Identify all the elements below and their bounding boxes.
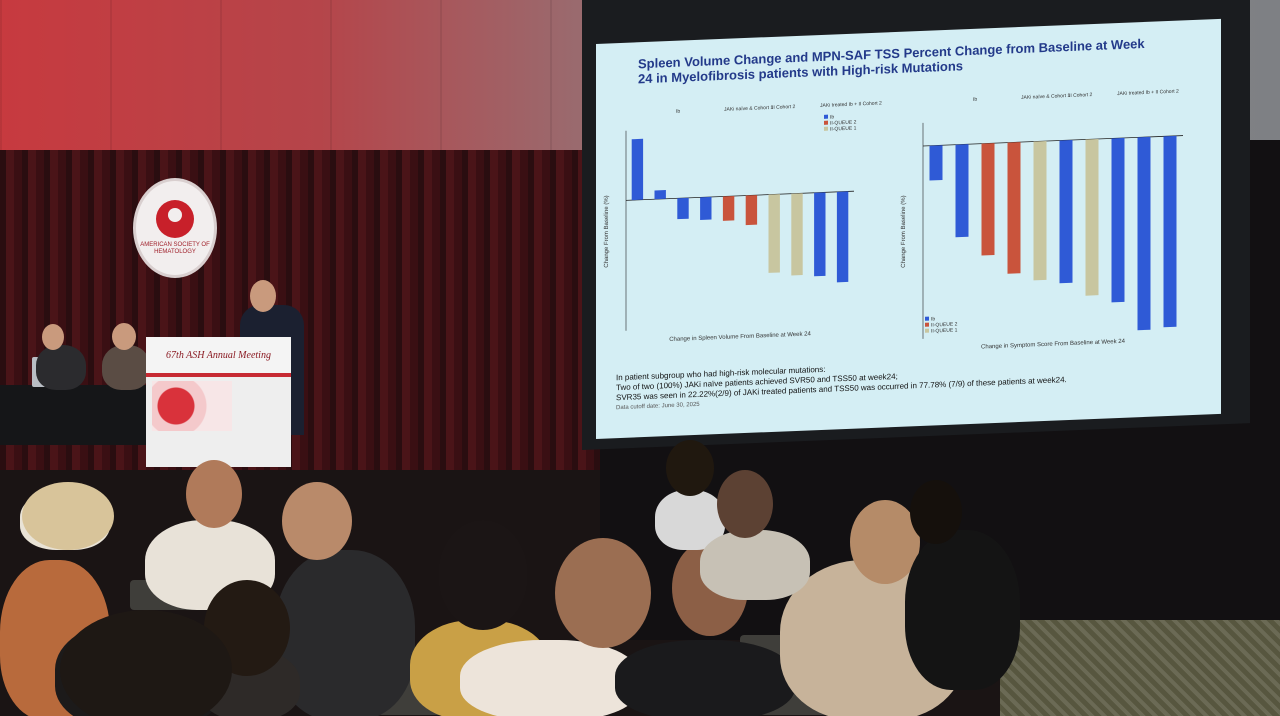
projection-screen: Spleen Volume Change and MPN-SAF TSS Per…: [596, 18, 1221, 440]
blood-drop-icon: [156, 200, 194, 238]
chart-bar: [791, 193, 803, 276]
logo-text: AMERICAN SOCIETY OF HEMATOLOGY: [140, 242, 210, 255]
table-header-cell: JAKi treated Ib + II Cohort 2: [1117, 89, 1179, 97]
legend-swatch: [824, 120, 828, 125]
audience-head: [282, 482, 352, 560]
chart-bar: [1033, 141, 1047, 281]
chart-bar: [1137, 136, 1151, 331]
chart-bar: [768, 194, 780, 273]
table-header-cell: JAKi naïve & Cohort 1: [724, 105, 773, 113]
y-axis-title: Change From Baseline (%): [901, 195, 907, 268]
legend-label: Ib: [830, 114, 834, 120]
spleen-chart-svg: Change in Spleen Volume From Baseline at…: [604, 101, 882, 344]
legend-swatch: [824, 114, 828, 119]
slide-title: Spleen Volume Change and MPN-SAF TSS Per…: [638, 35, 1145, 87]
audience-head: [22, 482, 114, 550]
table-header-cell: II Cohort 2: [1069, 92, 1093, 99]
legend-swatch: [925, 328, 929, 333]
panelist-left: [36, 345, 86, 390]
podium: 67th ASH Annual Meeting: [146, 337, 291, 467]
audience-head: [717, 470, 773, 538]
chart-bar: [1085, 138, 1099, 296]
panel-table: [0, 385, 150, 445]
table-header-cell: JAKi treated Ib + II Cohort 2: [820, 101, 882, 109]
x-axis-title: Change in Spleen Volume From Baseline at…: [669, 331, 811, 343]
panelist-right-head: [112, 323, 136, 350]
chart-bar: [677, 197, 689, 220]
audience-head: [60, 610, 232, 716]
podium-logo: [152, 381, 232, 431]
audience-member: [615, 640, 795, 716]
chart-bar: [1163, 135, 1177, 328]
audience-member: [905, 530, 1020, 690]
panelist-left-head: [42, 324, 64, 350]
chart-bar: [929, 145, 943, 181]
chart-bar: [654, 190, 666, 200]
legend-label: Ib: [931, 316, 935, 322]
audience-member: [700, 530, 810, 600]
audience-head: [555, 538, 651, 648]
table-header-cell: II Cohort 2: [772, 104, 796, 111]
legend-label: II-QUEUE 1: [830, 126, 857, 133]
audience-head: [910, 480, 962, 544]
legend-swatch: [925, 322, 929, 327]
chart-bar: [1111, 137, 1125, 303]
symptom-chart: Change in Symptom Score From Baseline at…: [901, 78, 1201, 360]
chart-bar: [955, 144, 969, 238]
table-header-cell: Ib: [676, 109, 680, 115]
symptom-chart-svg: Change in Symptom Score From Baseline at…: [901, 89, 1183, 351]
legend-swatch: [925, 316, 929, 321]
x-axis-title: Change in Symptom Score From Baseline at…: [981, 339, 1126, 351]
podium-banner: 67th ASH Annual Meeting: [146, 337, 291, 377]
chart-bar: [814, 192, 826, 277]
table-header-cell: JAKi naïve & Cohort 1: [1021, 93, 1070, 101]
chart-bar: [1059, 140, 1073, 284]
chart-bar: [700, 196, 712, 220]
legend-label: II-QUEUE 2: [931, 321, 958, 328]
audience: [0, 420, 1280, 716]
legend-label: II-QUEUE 2: [830, 120, 857, 127]
ash-logo: AMERICAN SOCIETY OF HEMATOLOGY: [133, 178, 217, 278]
audience-member: [460, 640, 640, 716]
chart-bar: [1007, 142, 1021, 274]
carpet-floor: [1000, 620, 1280, 716]
audience-head: [438, 520, 528, 630]
chart-bar: [745, 195, 758, 226]
legend-swatch: [824, 126, 828, 131]
panelist-right: [102, 345, 150, 390]
chart-bar: [722, 196, 735, 221]
y-axis-title: Change From Baseline (%): [604, 195, 610, 268]
chart-bar: [981, 143, 995, 256]
audience-head: [666, 440, 714, 496]
table-header-cell: Ib: [973, 97, 977, 103]
chart-bar: [631, 138, 644, 201]
legend-label: II-QUEUE 1: [931, 327, 958, 334]
chart-bar: [836, 191, 849, 283]
audience-head: [850, 500, 920, 584]
slide-bullets: In patient subgroup who had high-risk mo…: [616, 351, 1176, 413]
speaker-head: [250, 280, 276, 312]
spleen-chart: Change in Spleen Volume From Baseline at…: [604, 91, 882, 362]
audience-head: [186, 460, 242, 528]
